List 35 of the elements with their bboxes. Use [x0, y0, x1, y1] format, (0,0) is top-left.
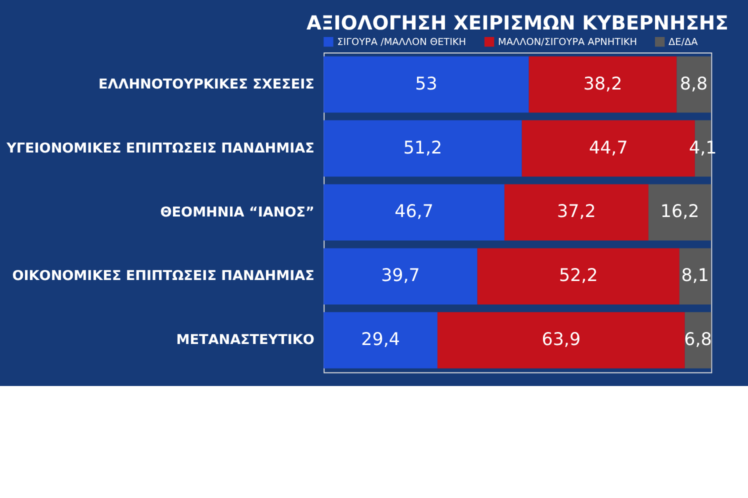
data-label: 46,7 — [394, 202, 434, 222]
bar — [324, 312, 438, 368]
data-label: 63,9 — [542, 330, 581, 350]
bar — [679, 248, 711, 304]
y-tick-label: ΥΓΕΙΟΝΟΜΙΚΕΣ ΕΠΙΠΤΩΣΕΙΣ ΠΑΝΔΗΜΙΑΣ — [6, 140, 314, 156]
bar — [324, 56, 529, 113]
y-tick-label: ΕΛΛΗΝΟΤΟΥΡΚΙΚΕΣ ΣΧΕΣΕΙΣ — [98, 76, 314, 92]
y-tick-label: ΟΙΚΟΝΟΜΙΚΕΣ ΕΠΙΠΤΩΣΕΙΣ ΠΑΝΔΗΜΙΑΣ — [12, 268, 314, 284]
chart-title: ΑΞΙΟΛΟΓΗΣΗ ΧΕΙΡΙΣΜΩΝ ΚΥΒΕΡΝΗΣΗΣ — [306, 11, 728, 34]
data-label: 8,8 — [680, 74, 708, 94]
legend-label: ΜΑΛΛΟΝ/ΣΙΓΟΥΡΑ ΑΡΝΗΤΙΚΗ — [498, 36, 638, 48]
data-label: 6,8 — [684, 330, 712, 350]
bar — [648, 184, 712, 241]
data-label: 8,1 — [681, 266, 709, 286]
data-label: 53 — [415, 74, 438, 94]
bar — [324, 248, 478, 304]
bar — [477, 248, 680, 304]
data-label: 51,2 — [403, 138, 442, 158]
data-label: 29,4 — [361, 330, 400, 350]
data-label: 38,2 — [583, 74, 622, 94]
data-label: 16,2 — [660, 202, 700, 222]
bar — [324, 120, 522, 177]
legend-label: ΔΕ/ΔΑ — [668, 36, 698, 48]
bar — [504, 184, 648, 241]
y-tick-label: ΘΕΟΜΗΝΙΑ “ΙΑΝΟΣ” — [160, 204, 314, 220]
bar — [437, 312, 685, 368]
bar — [324, 184, 504, 241]
y-tick-label: ΜΕΤΑΝΑΣΤΕΥΤΙΚΟ — [176, 332, 314, 348]
legend-label: ΣΙΓΟΥΡΑ /ΜΑΛΛΟΝ ΘΕΤΙΚΗ — [337, 36, 466, 48]
bar — [528, 56, 677, 113]
data-label: 37,2 — [557, 202, 596, 222]
data-label: 52,2 — [558, 266, 598, 286]
bar — [676, 56, 711, 113]
data-label: 44,7 — [588, 138, 628, 158]
data-label: 39,7 — [381, 266, 420, 286]
